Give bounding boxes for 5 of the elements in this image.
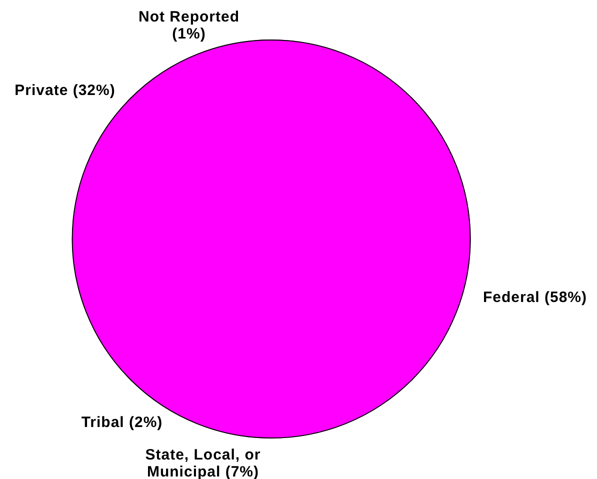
slice-label: Tribal (2%) (81, 414, 163, 431)
data-label: (1%) (172, 26, 206, 42)
slice-label: Private (32%) (14, 82, 116, 99)
slice-label: Federal (58%) (482, 289, 588, 306)
slice-label: Not Reported (138, 8, 240, 26)
